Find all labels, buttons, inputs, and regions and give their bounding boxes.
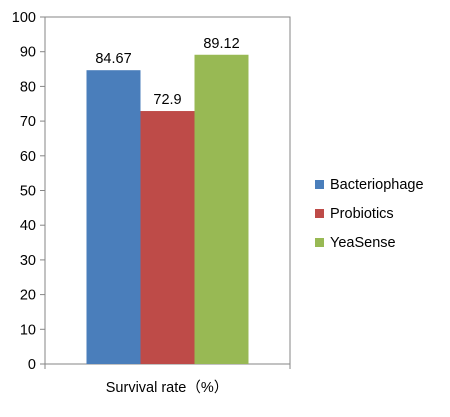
legend-item-bacteriophage: Bacteriophage: [315, 170, 445, 199]
y-tick-label: 20: [20, 288, 36, 304]
data-label-bacteriophage: 84.67: [95, 51, 131, 67]
legend-item-probiotics: Probiotics: [315, 199, 445, 228]
legend-swatch: [315, 238, 324, 247]
legend-label: YeaSense: [330, 234, 396, 251]
y-tick-label: 60: [20, 149, 36, 165]
y-tick-label: 50: [20, 184, 36, 200]
data-label-probiotics: 72.9: [153, 92, 181, 108]
y-tick-label: 40: [20, 218, 36, 234]
y-tick-label: 100: [12, 10, 36, 26]
data-label-yeasense: 89.12: [203, 36, 239, 52]
legend-label: Bacteriophage: [330, 176, 424, 193]
bars: [86, 54, 249, 364]
y-tick-label: 80: [20, 79, 36, 95]
x-axis-label: Survival rate（%）: [106, 379, 228, 396]
bar-probiotics: [140, 111, 195, 364]
legend-item-yeasense: YeaSense: [315, 228, 445, 257]
legend-swatch: [315, 180, 324, 189]
legend-swatch: [315, 209, 324, 218]
y-tick-label: 70: [20, 114, 36, 130]
y-tick-label: 10: [20, 322, 36, 338]
legend: Bacteriophage Probiotics YeaSense: [315, 170, 445, 257]
y-tick-label: 90: [20, 45, 36, 61]
data-labels: 84.67 72.9 89.12: [95, 36, 239, 108]
legend-label: Probiotics: [330, 205, 394, 222]
y-tick-label: 0: [28, 357, 36, 373]
bar-yeasense: [194, 54, 249, 364]
bar-bacteriophage: [86, 70, 141, 364]
y-tick-label: 30: [20, 253, 36, 269]
